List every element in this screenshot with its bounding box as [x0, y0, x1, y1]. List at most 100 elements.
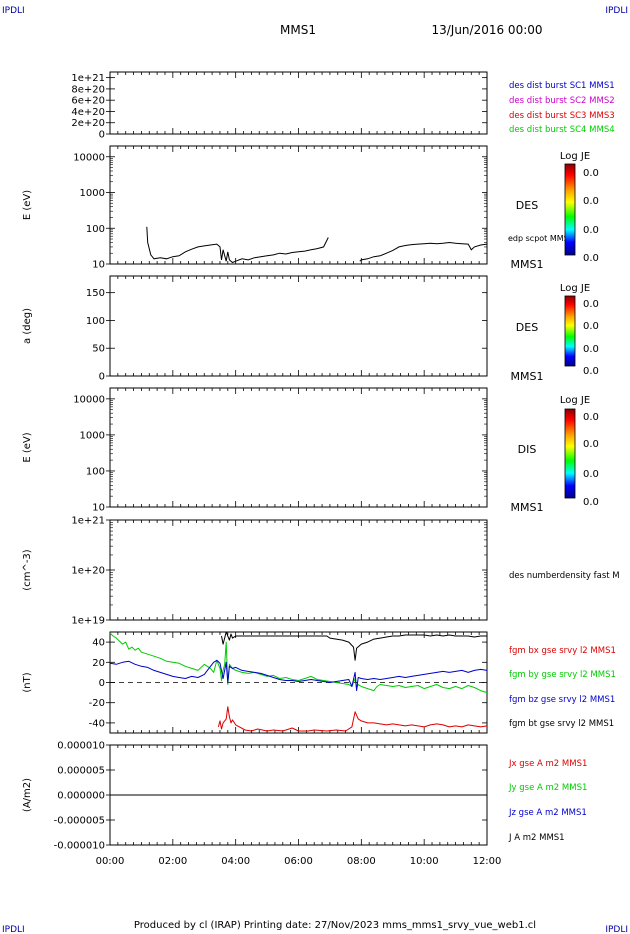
- panel-frame: [109, 387, 488, 508]
- y-tick-label: 10: [92, 260, 105, 271]
- colorbar-tick-label: 0.0: [583, 253, 599, 264]
- y-axis-label: (nT): [22, 672, 33, 692]
- colorbar-tick-label: 0.0: [583, 168, 599, 179]
- y-tick-label: 1e+21: [71, 73, 105, 84]
- time-tick-label: 02:00: [158, 856, 187, 867]
- y-tick-label: 40: [92, 638, 105, 649]
- y-tick-label: 4e+20: [71, 107, 105, 118]
- y-tick-label: 8e+20: [71, 84, 105, 95]
- time-axis: 00:00 02:00 04:00 06:00 08:00 10:00 12:00: [96, 856, 502, 867]
- corner-label-top-left: IPDLI: [2, 6, 25, 16]
- colorbar-title: Log JE: [560, 395, 590, 406]
- y-axis-label: (cm^-3): [22, 549, 33, 590]
- legend-entry: Jx gse A m2 MMS1: [508, 759, 587, 769]
- spacecraft-label: MMS1: [511, 370, 544, 383]
- y-tick-label: 1e+21: [71, 516, 105, 527]
- panel-p3: 150 100 50 0 a (deg) DES MMS1 Log JE 0.0 0.0 0.0 0.…: [22, 275, 599, 383]
- y-tick-label: 0: [99, 678, 105, 689]
- colorbar-title: Log JE: [560, 283, 590, 294]
- legend-entry: des dist burst SC3 MMS3: [509, 111, 615, 121]
- legend-entry: Jz gse A m2 MMS1: [508, 808, 587, 818]
- panel-p6: 40 20 0 -20 -40 (nT) fgm bx gse srvy l2 MMS1 fg…: [22, 631, 616, 734]
- species-label: DES: [516, 199, 538, 212]
- y-axis-label: E (eV): [22, 190, 33, 220]
- time-tick-label: 10:00: [410, 856, 439, 867]
- colorbar-title: Log JE: [560, 151, 590, 162]
- panel-frame: [109, 145, 488, 265]
- colorbar-tick-label: 0.0: [583, 196, 599, 207]
- series-line: [221, 631, 487, 661]
- y-tick-label: 10000: [73, 152, 105, 163]
- colorbar-tick-label: 0.0: [583, 321, 599, 332]
- legend-entry: fgm bt gse srvy l2 MMS1: [509, 719, 614, 729]
- species-label: DES: [516, 321, 538, 334]
- y-tick-label: 100: [86, 466, 105, 477]
- y-tick-label: 1000: [80, 188, 105, 199]
- overlay-label: edp scpot MMS1: [508, 234, 574, 243]
- y-axis-label: E (eV): [22, 432, 33, 462]
- y-axis-label: a (deg): [22, 308, 33, 344]
- y-tick-label: 1000: [80, 430, 105, 441]
- series-line: [109, 659, 488, 692]
- legend-entry: des dist burst SC4 MMS4: [509, 125, 615, 135]
- spacecraft-label: MMS1: [511, 258, 544, 271]
- corner-label-bottom-left: IPDLI: [2, 925, 25, 934]
- footer-text: Produced by cl (IRAP) Printing date: 27/…: [134, 920, 536, 931]
- panel-p7: 0.000010 0.000005 0.000000 -0.000005 -0.0000…: [22, 741, 587, 852]
- legend-entry: des dist burst SC2 MMS2: [509, 96, 615, 106]
- y-tick-label: 2e+20: [71, 118, 105, 129]
- time-tick-label: 04:00: [221, 856, 250, 867]
- time-tick-label: 08:00: [347, 856, 376, 867]
- y-tick-label: -40: [89, 718, 105, 729]
- y-tick-label: 0: [99, 372, 105, 383]
- legend-entry: des dist burst SC1 MMS1: [509, 81, 615, 91]
- series-line: [217, 706, 488, 732]
- panel-frame: [109, 71, 488, 135]
- panel-frame: [109, 275, 488, 377]
- y-tick-label: 6e+20: [71, 96, 105, 107]
- y-tick-label: 0.000005: [57, 766, 105, 777]
- colorbar-tick-label: 0.0: [583, 225, 599, 236]
- colorbar-tick-label: 0.0: [583, 412, 599, 423]
- y-tick-label: 100: [86, 316, 105, 327]
- y-tick-label: -0.000005: [54, 816, 105, 827]
- y-tick-label: 10: [92, 503, 105, 514]
- y-tick-label: 100: [86, 224, 105, 235]
- y-tick-label: 150: [86, 288, 105, 299]
- y-tick-label: 10000: [73, 394, 105, 405]
- colorbar-tick-label: 0.0: [583, 366, 599, 377]
- time-tick-label: 12:00: [473, 856, 502, 867]
- colorbar-tick-label: 0.0: [583, 344, 599, 355]
- colorbar-tick-label: 0.0: [583, 299, 599, 310]
- series-line: [109, 632, 488, 694]
- y-tick-label: -0.000010: [54, 841, 105, 852]
- y-tick-label: 1e+20: [71, 566, 105, 577]
- y-tick-label: 0.000000: [57, 791, 105, 802]
- spacecraft-label: MMS1: [511, 501, 544, 514]
- colorbar: [564, 163, 576, 256]
- scpot-line: [146, 226, 329, 264]
- colorbar-tick-label: 0.0: [583, 497, 599, 508]
- legend-entry: des numberdensity fast M: [509, 571, 620, 581]
- corner-label-bottom-right: IPDLI: [605, 925, 628, 934]
- y-axis-label: (A/m2): [22, 778, 33, 812]
- panel-p2: 10000 1000 100 10 E (eV) DES MMS1 edp scpot MMS…: [22, 145, 599, 271]
- time-tick-label: 00:00: [96, 856, 125, 867]
- spacecraft-title: MMS1: [280, 23, 316, 37]
- time-tick-label: 06:00: [284, 856, 313, 867]
- y-tick-label: 1e+19: [71, 616, 105, 627]
- legend-entry: fgm bz gse srvy l2 MMS1: [509, 695, 615, 705]
- scpot-line: [359, 241, 488, 262]
- corner-label-top-right: IPDLI: [605, 6, 628, 16]
- y-tick-label: 0: [99, 130, 105, 141]
- species-label: DIS: [518, 443, 537, 456]
- panel-p4: 10000 1000 100 10 E (eV) DIS MMS1 Log JE 0.0 0.0 0…: [22, 387, 599, 514]
- datetime-title: 13/Jun/2016 00:00: [431, 23, 542, 37]
- legend-entry: J A m2 MMS1: [508, 833, 565, 843]
- y-tick-label: 50: [92, 344, 105, 355]
- y-tick-label: 20: [92, 658, 105, 669]
- colorbar-tick-label: 0.0: [583, 439, 599, 450]
